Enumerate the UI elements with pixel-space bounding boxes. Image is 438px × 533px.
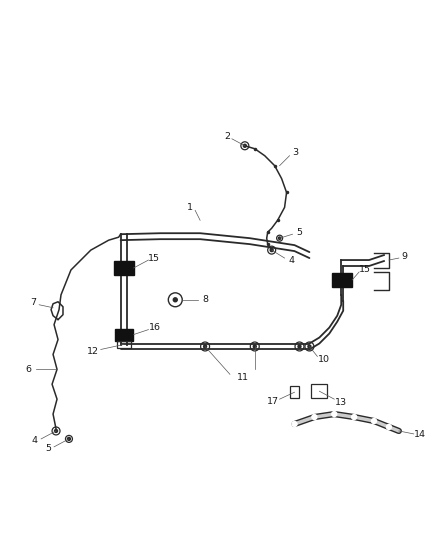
Circle shape: [270, 248, 273, 252]
Text: 14: 14: [414, 431, 426, 439]
Circle shape: [332, 411, 337, 417]
Text: 7: 7: [30, 298, 36, 307]
Circle shape: [204, 345, 207, 348]
Text: 16: 16: [149, 323, 162, 332]
Text: 10: 10: [318, 355, 330, 364]
Text: 8: 8: [202, 295, 208, 304]
Text: 11: 11: [237, 373, 249, 382]
Circle shape: [55, 430, 57, 432]
Text: 3: 3: [293, 148, 299, 157]
Circle shape: [371, 418, 377, 424]
Text: 1: 1: [187, 203, 193, 212]
Text: 5: 5: [45, 445, 51, 454]
Bar: [332, 273, 352, 287]
Bar: [290, 386, 300, 398]
Circle shape: [67, 438, 71, 440]
Text: 4: 4: [31, 437, 37, 446]
Text: 13: 13: [335, 398, 347, 407]
Circle shape: [173, 298, 177, 302]
Text: 15: 15: [359, 265, 371, 274]
Bar: [114, 261, 134, 275]
Circle shape: [312, 415, 317, 419]
Text: 2: 2: [224, 132, 230, 141]
Text: 17: 17: [267, 397, 279, 406]
Circle shape: [244, 144, 246, 147]
Bar: [311, 384, 327, 398]
Bar: [117, 341, 131, 349]
Circle shape: [253, 345, 256, 348]
Circle shape: [308, 345, 311, 348]
Bar: [115, 329, 133, 341]
Text: 15: 15: [148, 254, 160, 263]
Text: 12: 12: [87, 347, 99, 356]
Circle shape: [298, 345, 301, 348]
Circle shape: [386, 424, 392, 430]
Circle shape: [292, 422, 297, 426]
Circle shape: [352, 415, 357, 419]
Text: 4: 4: [289, 255, 294, 264]
Text: 9: 9: [402, 252, 408, 261]
Circle shape: [279, 237, 281, 239]
Text: 6: 6: [25, 365, 31, 374]
Text: 5: 5: [297, 228, 303, 237]
